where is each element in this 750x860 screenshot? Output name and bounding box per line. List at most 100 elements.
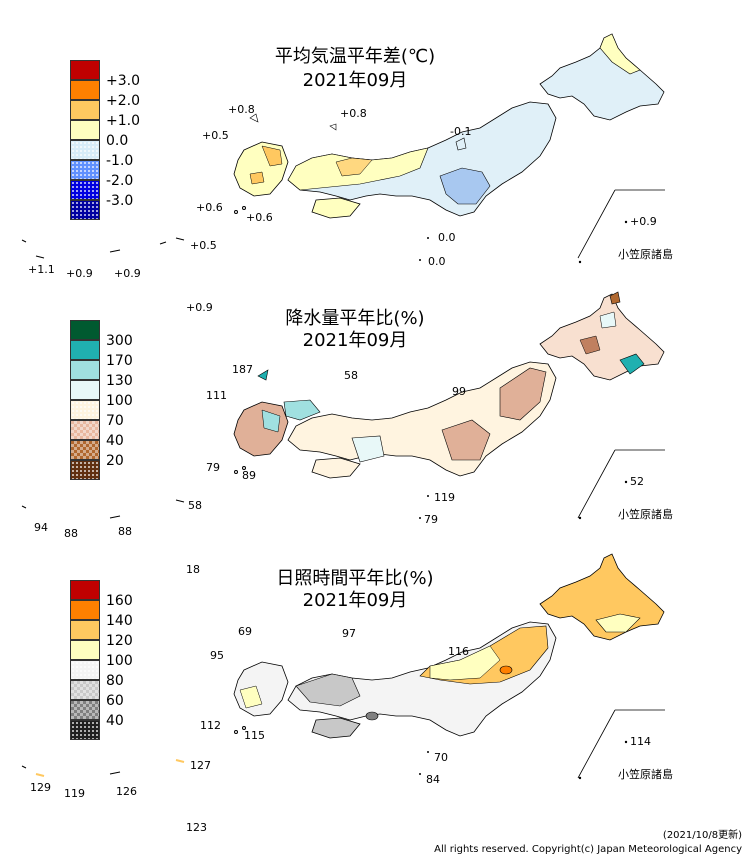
station-value: 18 (186, 563, 200, 576)
station-value: 84 (426, 773, 440, 786)
ogasawara-label: 小笠原諸島 (618, 768, 673, 781)
station-value: 70 (434, 751, 448, 764)
station-value: 0.0 (428, 255, 446, 268)
station-value: 88 (118, 525, 132, 538)
station-value: 115 (244, 729, 265, 742)
legend-label: +2.0 (106, 93, 140, 109)
legend-swatch (70, 400, 100, 420)
panel-sunshine: 日照時間平年比(%) 2021年09月 160 140 120 100 80 6… (0, 520, 750, 800)
panel-period: 2021年09月 (302, 330, 408, 351)
station-value: 111 (206, 389, 227, 402)
station-value: 94 (34, 521, 48, 534)
station-value: 79 (206, 461, 220, 474)
legend-label: 0.0 (106, 133, 129, 149)
panel-period: 2021年09月 (302, 70, 408, 91)
station-value: +1.1 (28, 263, 55, 276)
station-value: 126 (116, 785, 137, 798)
legend-swatch (70, 340, 100, 360)
legend-label: 300 (106, 333, 133, 349)
station-value: +0.5 (202, 129, 229, 142)
legend-label: 80 (106, 673, 124, 689)
station-value: 95 (210, 649, 224, 662)
legend-label: 40 (106, 433, 124, 449)
station-value: 89 (242, 469, 256, 482)
legend-swatch (70, 120, 100, 140)
legend-label: -1.0 (106, 153, 134, 169)
station-value: 119 (434, 491, 455, 504)
update-date: (2021/10/8更新) (662, 830, 742, 841)
legend-swatch (70, 620, 100, 640)
panel-title: 平均気温平年差(℃) (274, 46, 436, 67)
legend-swatch (70, 140, 100, 160)
legend-label: 140 (106, 613, 133, 629)
station-value: 129 (30, 781, 51, 794)
legend-swatch (70, 460, 100, 480)
legend-label: +3.0 (106, 73, 140, 89)
legend-swatch (70, 320, 100, 340)
legend-swatch (70, 360, 100, 380)
station-value: +0.6 (246, 211, 273, 224)
legend-label: 70 (106, 413, 124, 429)
station-value: +0.6 (196, 201, 223, 214)
legend-swatch (70, 80, 100, 100)
legend-swatch (70, 680, 100, 700)
ogasawara-label: 小笠原諸島 (618, 508, 673, 521)
legend-label: 160 (106, 593, 133, 609)
station-value: +0.8 (340, 107, 367, 120)
station-value: 97 (342, 627, 356, 640)
legend-label: +1.0 (106, 113, 140, 129)
legend-label: 170 (106, 353, 133, 369)
legend-swatch (70, 720, 100, 740)
station-value: 114 (630, 735, 651, 748)
legend-label: 120 (106, 633, 133, 649)
station-value: 0.0 (438, 231, 456, 244)
legend-swatch (70, 160, 100, 180)
station-value: +0.9 (630, 215, 657, 228)
station-value: 112 (200, 719, 221, 732)
ogasawara-label: 小笠原諸島 (618, 248, 673, 261)
station-value: +0.5 (190, 239, 217, 252)
legend-label: 100 (106, 653, 133, 669)
station-value: 119 (64, 787, 85, 800)
station-value: 123 (186, 821, 207, 834)
legend-swatch (70, 100, 100, 120)
copyright: All rights reserved. Copyright(c) Japan … (434, 844, 742, 855)
station-value: 58 (344, 369, 358, 382)
legend-swatch (70, 580, 100, 600)
station-value: +0.9 (186, 301, 213, 314)
station-value: 187 (232, 363, 253, 376)
legend-swatch (70, 640, 100, 660)
legend-label: 40 (106, 713, 124, 729)
station-value: 79 (424, 513, 438, 526)
station-value: 52 (630, 475, 644, 488)
station-value: 127 (190, 759, 211, 772)
legend-label: -3.0 (106, 193, 134, 209)
panel-temperature: 平均気温平年差(℃) 2021年09月 +3.0 +2.0 +1.0 0.0 -… (0, 0, 750, 314)
japan-map (21, 33, 665, 264)
legend-label: -2.0 (106, 173, 134, 189)
panel-title: 日照時間平年比(%) (276, 568, 434, 589)
panel-period: 2021年09月 (302, 590, 408, 611)
station-value: +0.9 (66, 267, 93, 280)
station-value: +0.9 (114, 267, 141, 280)
legend-swatch (70, 180, 100, 200)
legend-swatch (70, 420, 100, 440)
station-value: 69 (238, 625, 252, 638)
legend-swatch (70, 60, 100, 80)
legend-swatch (70, 600, 100, 620)
station-value: 58 (188, 499, 202, 512)
legend-label: 130 (106, 373, 133, 389)
station-value: +0.8 (228, 103, 255, 116)
panel-precipitation: 降水量平年比(%) 2021年09月 300 170 130 100 70 40… (0, 260, 750, 540)
station-value: 88 (64, 527, 78, 540)
japan-map (21, 553, 665, 780)
station-value: -0.1 (450, 125, 472, 138)
panel-title: 降水量平年比(%) (285, 308, 425, 329)
legend-label: 60 (106, 693, 124, 709)
japan-map (21, 291, 665, 520)
station-value: 99 (452, 385, 466, 398)
legend-label: 20 (106, 453, 124, 469)
legend-swatch (70, 380, 100, 400)
station-value: 116 (448, 645, 469, 658)
legend-swatch (70, 440, 100, 460)
